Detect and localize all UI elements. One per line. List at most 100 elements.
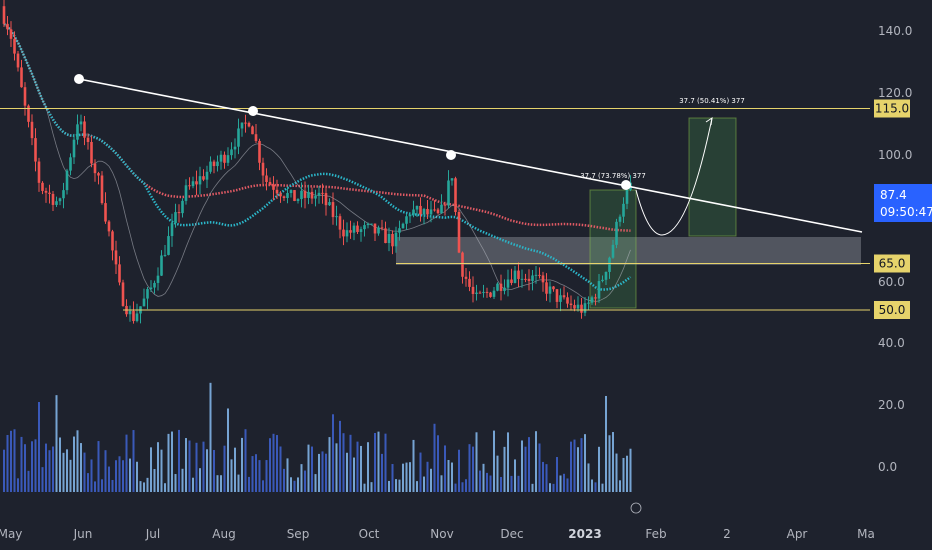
candle-body <box>562 295 566 298</box>
candle-body <box>132 310 135 322</box>
volume-bar <box>59 437 61 492</box>
candle-body <box>454 178 457 213</box>
level-label-bg <box>874 301 910 319</box>
volume-bar <box>472 446 474 492</box>
candle-body <box>202 176 205 180</box>
volume-bar <box>307 444 310 492</box>
candle-body <box>338 216 342 230</box>
candle-body <box>156 275 160 283</box>
candle-body <box>146 289 149 299</box>
volume-bar <box>234 447 236 492</box>
moving-averages-layer <box>3 22 632 302</box>
candle-body <box>265 175 268 183</box>
volume-bar <box>451 462 453 492</box>
candle-body <box>296 199 300 201</box>
candle-body <box>387 233 391 244</box>
volume-bar <box>489 475 492 492</box>
candle-body <box>601 279 604 282</box>
volume-bar <box>139 481 142 492</box>
volume-bar <box>178 429 180 492</box>
candle-body <box>534 274 538 276</box>
candle-body <box>153 282 156 288</box>
candle-body <box>384 228 387 244</box>
volume-bar <box>83 452 86 492</box>
volume-bar <box>412 439 415 492</box>
volume-bar <box>619 480 621 492</box>
volume-bar <box>297 477 299 492</box>
volume-bar <box>73 436 75 492</box>
candle-body <box>356 225 359 232</box>
event-marker-icon <box>630 502 642 514</box>
candle-body <box>303 190 307 198</box>
volume-layer <box>3 382 632 492</box>
level-label-bg <box>874 99 910 118</box>
volume-bar <box>241 437 243 492</box>
candle-body <box>107 221 111 232</box>
volume-bar <box>496 455 499 492</box>
volume-bar <box>325 453 327 492</box>
projection-arrowhead <box>705 116 713 126</box>
candle-body <box>615 221 618 245</box>
volume-bar <box>174 474 177 492</box>
candle-body <box>405 216 408 224</box>
volume-bar <box>48 450 51 492</box>
volume-bar <box>615 453 618 492</box>
candle-body <box>251 126 254 135</box>
volume-bar <box>164 483 166 492</box>
candle-body <box>349 230 352 233</box>
y-tick-label: 100.0 <box>878 148 912 162</box>
volume-bar <box>6 434 9 492</box>
candle-body <box>594 297 597 299</box>
candle-body <box>279 193 282 197</box>
candle-body <box>580 304 583 313</box>
candle-body <box>419 205 422 215</box>
volume-bar <box>87 473 89 492</box>
candle-body <box>30 121 34 139</box>
candle-body <box>520 278 524 280</box>
volume-bar <box>171 431 173 492</box>
candle-body <box>587 302 590 304</box>
volume-bar <box>521 440 523 492</box>
x-tick-label: Jun <box>73 527 93 541</box>
candle-body <box>433 209 436 211</box>
volume-bar <box>461 482 464 492</box>
volume-bar <box>598 446 600 492</box>
level-label: 65.0 <box>879 257 906 271</box>
volume-bar <box>55 395 58 492</box>
candle-body <box>335 216 338 218</box>
candle-body <box>478 292 482 294</box>
candle-body <box>16 53 20 68</box>
volume-bar <box>318 453 320 492</box>
volume-bar <box>31 441 33 492</box>
volume-bar <box>580 438 583 492</box>
candle-body <box>79 121 83 125</box>
volume-bar <box>542 461 544 492</box>
volume-bar <box>556 457 558 492</box>
candle-body <box>391 233 394 247</box>
candle-body <box>97 173 100 176</box>
volume-bar <box>514 459 516 492</box>
volume-bar <box>276 435 278 492</box>
pivot-point <box>74 74 84 84</box>
candle-body <box>590 297 594 303</box>
volume-bar <box>94 481 96 492</box>
volume-bar <box>27 470 30 492</box>
volume-bar <box>45 443 47 492</box>
volume-bar <box>531 483 534 492</box>
volume-bar <box>335 443 338 492</box>
candle-body <box>531 275 534 281</box>
candle-body <box>254 134 258 141</box>
x-tick-label: Jul <box>145 527 160 541</box>
candle-body <box>198 176 202 185</box>
volume-bar <box>24 444 26 492</box>
volume-bar <box>349 434 352 492</box>
x-tick-label: May <box>0 527 22 541</box>
candle-body <box>55 201 58 205</box>
volume-bar <box>605 395 607 492</box>
volume-bar <box>528 437 530 492</box>
candle-body <box>104 203 107 222</box>
candle-body <box>34 138 37 162</box>
candle-body <box>268 182 272 185</box>
